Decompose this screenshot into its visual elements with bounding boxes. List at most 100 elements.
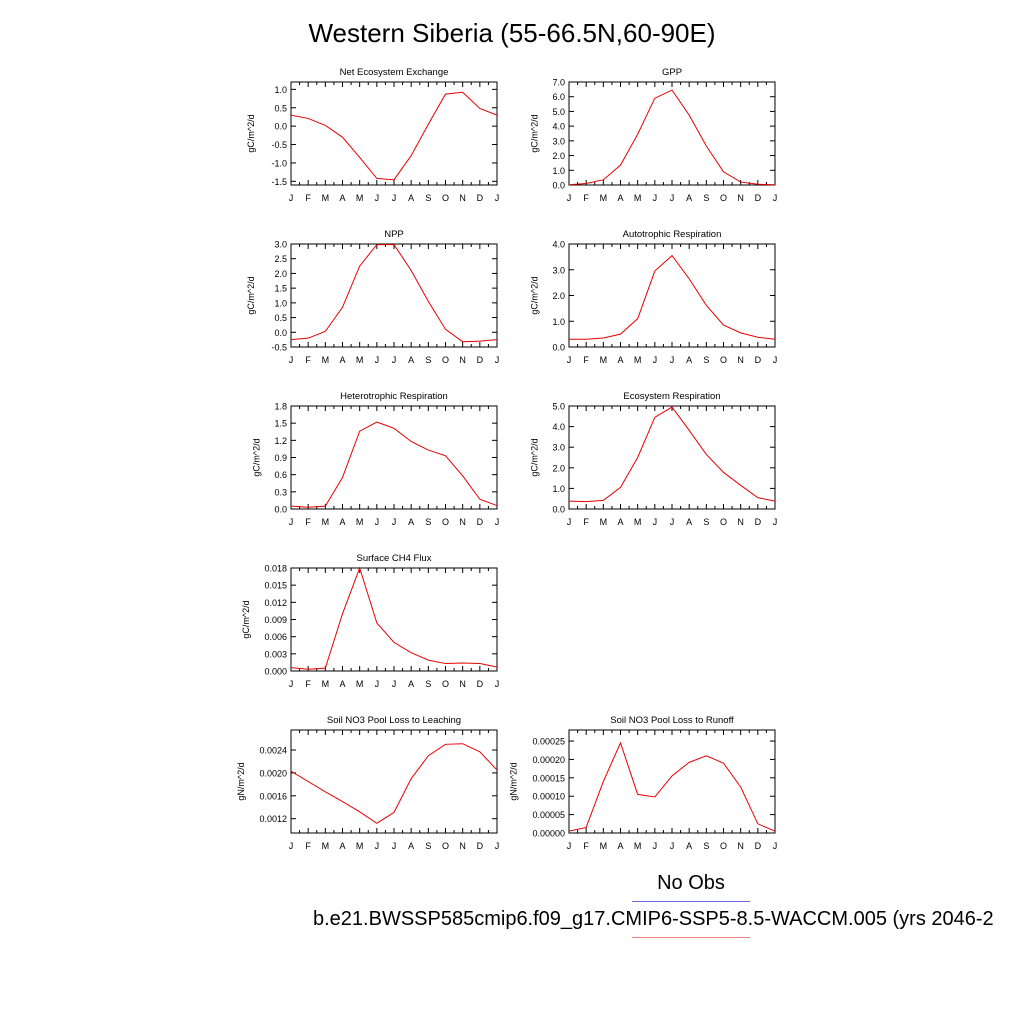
chart-panel-7: J F M A M J J A S O N D J0.0000.0030.0060.0090.0120.… [241,553,499,689]
x-tick-label: J [289,355,294,365]
x-tick-label: M [356,355,364,365]
series-line [569,254,776,340]
legend-line-obs [632,901,750,902]
x-tick-label: M [600,517,608,527]
y-tick-label: -1.5 [271,177,287,187]
x-tick-label: S [703,517,709,527]
chart-panel-4: J F M A M J J A S O N D J0.01.02.03.04.0Autotrophic … [529,229,777,365]
plot-frame [290,405,498,510]
x-tick-label: A [686,355,692,365]
x-tick-label: S [425,517,431,527]
x-tick-label: F [583,355,589,365]
x-tick-label: J [375,679,380,689]
x-tick-label: F [583,517,589,527]
x-tick-label: D [755,841,762,851]
x-tick-label: N [459,355,466,365]
x-tick-label: A [339,355,345,365]
y-tick-label: 1.0 [552,484,565,494]
y-tick-label: 0.012 [264,598,287,608]
y-tick-label: 0.0 [274,505,287,515]
x-tick-label: F [583,193,589,203]
x-tick-label: F [305,517,311,527]
x-tick-label: M [322,679,330,689]
x-tick-label: M [634,193,642,203]
x-tick-label: J [653,517,658,527]
x-tick-label: M [634,355,642,365]
y-tick-label: 3.0 [552,265,565,275]
y-tick-label: 0.0012 [259,814,287,824]
plot-frame [568,81,776,186]
chart-panel-5: J F M A M J J A S O N D J0.00.30.60.91.21.51.8Hetero… [251,391,499,527]
series-line [290,566,498,670]
y-tick-label: 4.0 [552,240,565,250]
x-tick-label: F [305,841,311,851]
x-tick-label: J [653,355,658,365]
chart-panel-3: J F M A M J J A S O N D J-0.50.00.51.01.52.02.53.0NP… [246,229,499,365]
y-axis-label: gC/m^2/d [529,438,539,476]
x-tick-label: J [670,355,675,365]
plot-frame [290,243,498,348]
y-tick-label: -0.5 [271,140,287,150]
y-tick-label: 0.9 [274,453,287,463]
chart-panel-9: J F M A M J J A S O N D J0.000000.000050.000100.0001… [509,715,778,851]
y-tick-label: 0.0 [552,343,565,353]
x-tick-label: D [477,841,484,851]
x-tick-label: N [459,679,466,689]
series-line [290,743,498,824]
x-tick-label: M [356,517,364,527]
chart-title: GPP [662,67,682,78]
y-tick-label: 0.0 [274,328,287,338]
x-tick-label: J [567,517,572,527]
y-axis-label: gC/m^2/d [246,276,256,314]
x-tick-label: J [375,841,380,851]
x-tick-label: A [408,841,414,851]
x-tick-label: J [375,193,380,203]
y-tick-label: 5.0 [552,107,565,117]
y-axis-label: gC/m^2/d [241,600,251,638]
plot-frame [568,405,776,510]
x-tick-label: A [339,679,345,689]
y-tick-label: 1.0 [274,85,287,95]
y-tick-label: 3.0 [274,240,287,250]
chart-title: Soil NO3 Pool Loss to Runoff [610,715,734,726]
y-tick-label: 4.0 [552,122,565,132]
x-tick-label: J [495,679,500,689]
x-tick-label: J [392,193,397,203]
y-tick-label: 6.0 [552,92,565,102]
x-tick-label: A [408,355,414,365]
y-tick-label: 0.015 [264,581,287,591]
x-tick-label: J [375,355,380,365]
x-tick-label: J [567,355,572,365]
y-axis-label: gN/m^2/d [509,762,519,800]
x-tick-label: A [617,355,623,365]
y-tick-label: 0.0 [552,181,565,191]
x-tick-label: M [356,193,364,203]
y-tick-label: 0.5 [274,103,287,113]
x-tick-label: J [567,193,572,203]
x-tick-label: D [477,193,484,203]
x-tick-label: J [773,355,778,365]
y-tick-label: 2.0 [552,151,565,161]
y-tick-label: 0.00000 [532,829,565,839]
x-tick-label: M [600,355,608,365]
legend-label: No Obs [657,872,725,894]
x-tick-label: J [773,517,778,527]
y-tick-label: 5.0 [552,402,565,412]
y-tick-label: 4.0 [552,422,565,432]
x-tick-label: D [477,679,484,689]
x-tick-label: J [289,679,294,689]
x-tick-label: A [408,679,414,689]
x-tick-label: S [703,355,709,365]
y-tick-label: 0.006 [264,632,287,642]
x-tick-label: A [686,841,692,851]
x-tick-label: J [653,193,658,203]
x-tick-label: J [670,517,675,527]
y-tick-label: 0.0016 [259,791,287,801]
y-tick-label: 0.0 [552,505,565,515]
chart-title: Ecosystem Respiration [623,391,720,402]
y-tick-label: 2.0 [274,269,287,279]
x-tick-label: O [720,355,727,365]
y-tick-label: -0.5 [271,343,287,353]
chart-panel-6: J F M A M J J A S O N D J0.01.02.03.04.05.0Ecosystem… [529,391,777,527]
